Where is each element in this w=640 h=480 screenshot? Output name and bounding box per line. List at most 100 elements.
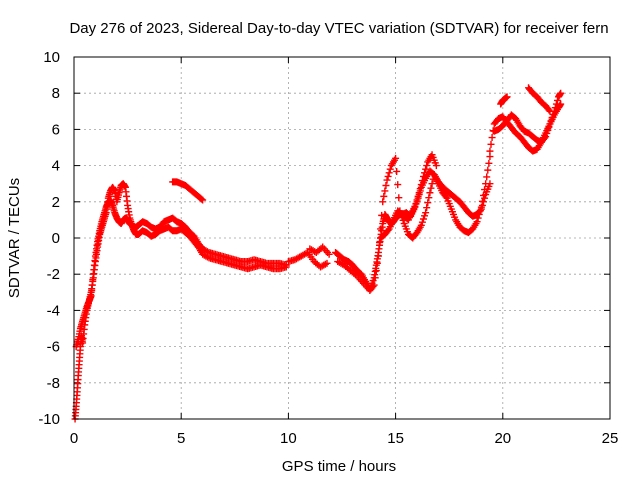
axis-ticks: 0 5 10 15 20 25 -10 -8 -6 -4 -2 0 2 4 6 8 10 [38, 49, 618, 447]
data-point [473, 218, 481, 226]
x-tick-label: 15 [387, 430, 404, 447]
data-point [428, 180, 436, 188]
y-tick-label: 4 [52, 158, 60, 175]
data-point [481, 186, 489, 194]
data-point [282, 263, 290, 271]
data-point [477, 203, 485, 211]
data-point [418, 177, 426, 185]
data-point [385, 169, 393, 177]
data-point [323, 259, 331, 267]
data-point [480, 191, 488, 199]
data-point [411, 203, 419, 211]
data-points [71, 84, 565, 423]
data-point [321, 260, 329, 268]
data-point [503, 93, 511, 101]
data-point [377, 225, 385, 233]
data-point [544, 126, 552, 134]
data-point [376, 239, 384, 247]
data-point [553, 96, 561, 104]
data-point [393, 167, 401, 175]
data-point [421, 212, 429, 220]
data-point [372, 267, 380, 275]
data-point [380, 192, 388, 200]
data-point [383, 176, 391, 184]
data-point [351, 271, 359, 279]
data-point [557, 89, 565, 97]
data-point [426, 189, 434, 197]
data-point [487, 140, 495, 148]
x-tick-label: 20 [494, 430, 511, 447]
data-point [379, 198, 387, 206]
data-point [545, 106, 553, 114]
y-tick-label: 2 [52, 194, 60, 211]
data-point [482, 180, 490, 188]
data-point [425, 194, 433, 202]
data-point [442, 193, 450, 201]
data-point [541, 134, 549, 142]
data-point [546, 120, 554, 128]
data-point [392, 154, 400, 162]
data-point [422, 209, 430, 217]
data-point [302, 249, 310, 257]
data-point [413, 196, 421, 204]
data-point [484, 166, 492, 174]
data-point [423, 204, 431, 212]
data-point [381, 187, 389, 195]
data-point [415, 189, 423, 197]
data-point [198, 195, 206, 203]
data-point [478, 197, 486, 205]
data-point [374, 252, 382, 260]
data-point [416, 185, 424, 193]
plot-frame [73, 56, 611, 420]
y-tick-label: 8 [52, 85, 60, 102]
data-point [552, 100, 560, 108]
data-point [414, 192, 422, 200]
y-tick-label: 10 [43, 49, 60, 66]
y-tick-label: -4 [47, 302, 60, 319]
data-point [422, 165, 430, 173]
y-tick-label: -6 [47, 339, 60, 356]
data-point [476, 207, 484, 215]
data-point [421, 169, 429, 177]
data-point [483, 173, 491, 181]
data-point [386, 165, 394, 173]
y-axis-label: SDTVAR / TECUs [6, 178, 23, 298]
x-tick-label: 10 [280, 430, 297, 447]
data-point [474, 214, 482, 222]
data-point [382, 182, 390, 190]
data-point [545, 123, 553, 131]
data-point [395, 194, 403, 202]
x-tick-label: 5 [177, 430, 185, 447]
data-point [549, 110, 557, 118]
data-point [371, 274, 379, 282]
y-tick-label: -8 [47, 375, 60, 392]
data-point [399, 216, 407, 224]
data-point [542, 133, 550, 141]
data-point [417, 221, 425, 229]
data-point [203, 253, 211, 261]
data-point [384, 172, 392, 180]
data-point [424, 199, 432, 207]
data-point [419, 172, 427, 180]
x-tick-label: 0 [70, 430, 78, 447]
y-tick-label: -10 [38, 411, 60, 428]
data-point [423, 162, 431, 170]
data-point [384, 226, 392, 234]
data-point [325, 250, 333, 258]
data-point [547, 117, 555, 125]
data-point [427, 184, 435, 192]
data-point [370, 281, 378, 289]
data-point [548, 114, 556, 122]
y-tick-label: 6 [52, 121, 60, 138]
y-tick-label: -2 [47, 266, 60, 283]
data-point [551, 104, 559, 112]
chart-title: Day 276 of 2023, Sidereal Day-to-day VTE… [69, 20, 608, 37]
data-point [543, 129, 551, 137]
data-point [488, 134, 496, 142]
data-point [486, 147, 494, 155]
x-axis-label: GPS time / hours [282, 458, 396, 475]
data-point [418, 218, 426, 226]
y-tick-label: 0 [52, 230, 60, 247]
data-point [485, 159, 493, 167]
data-point [419, 215, 427, 223]
